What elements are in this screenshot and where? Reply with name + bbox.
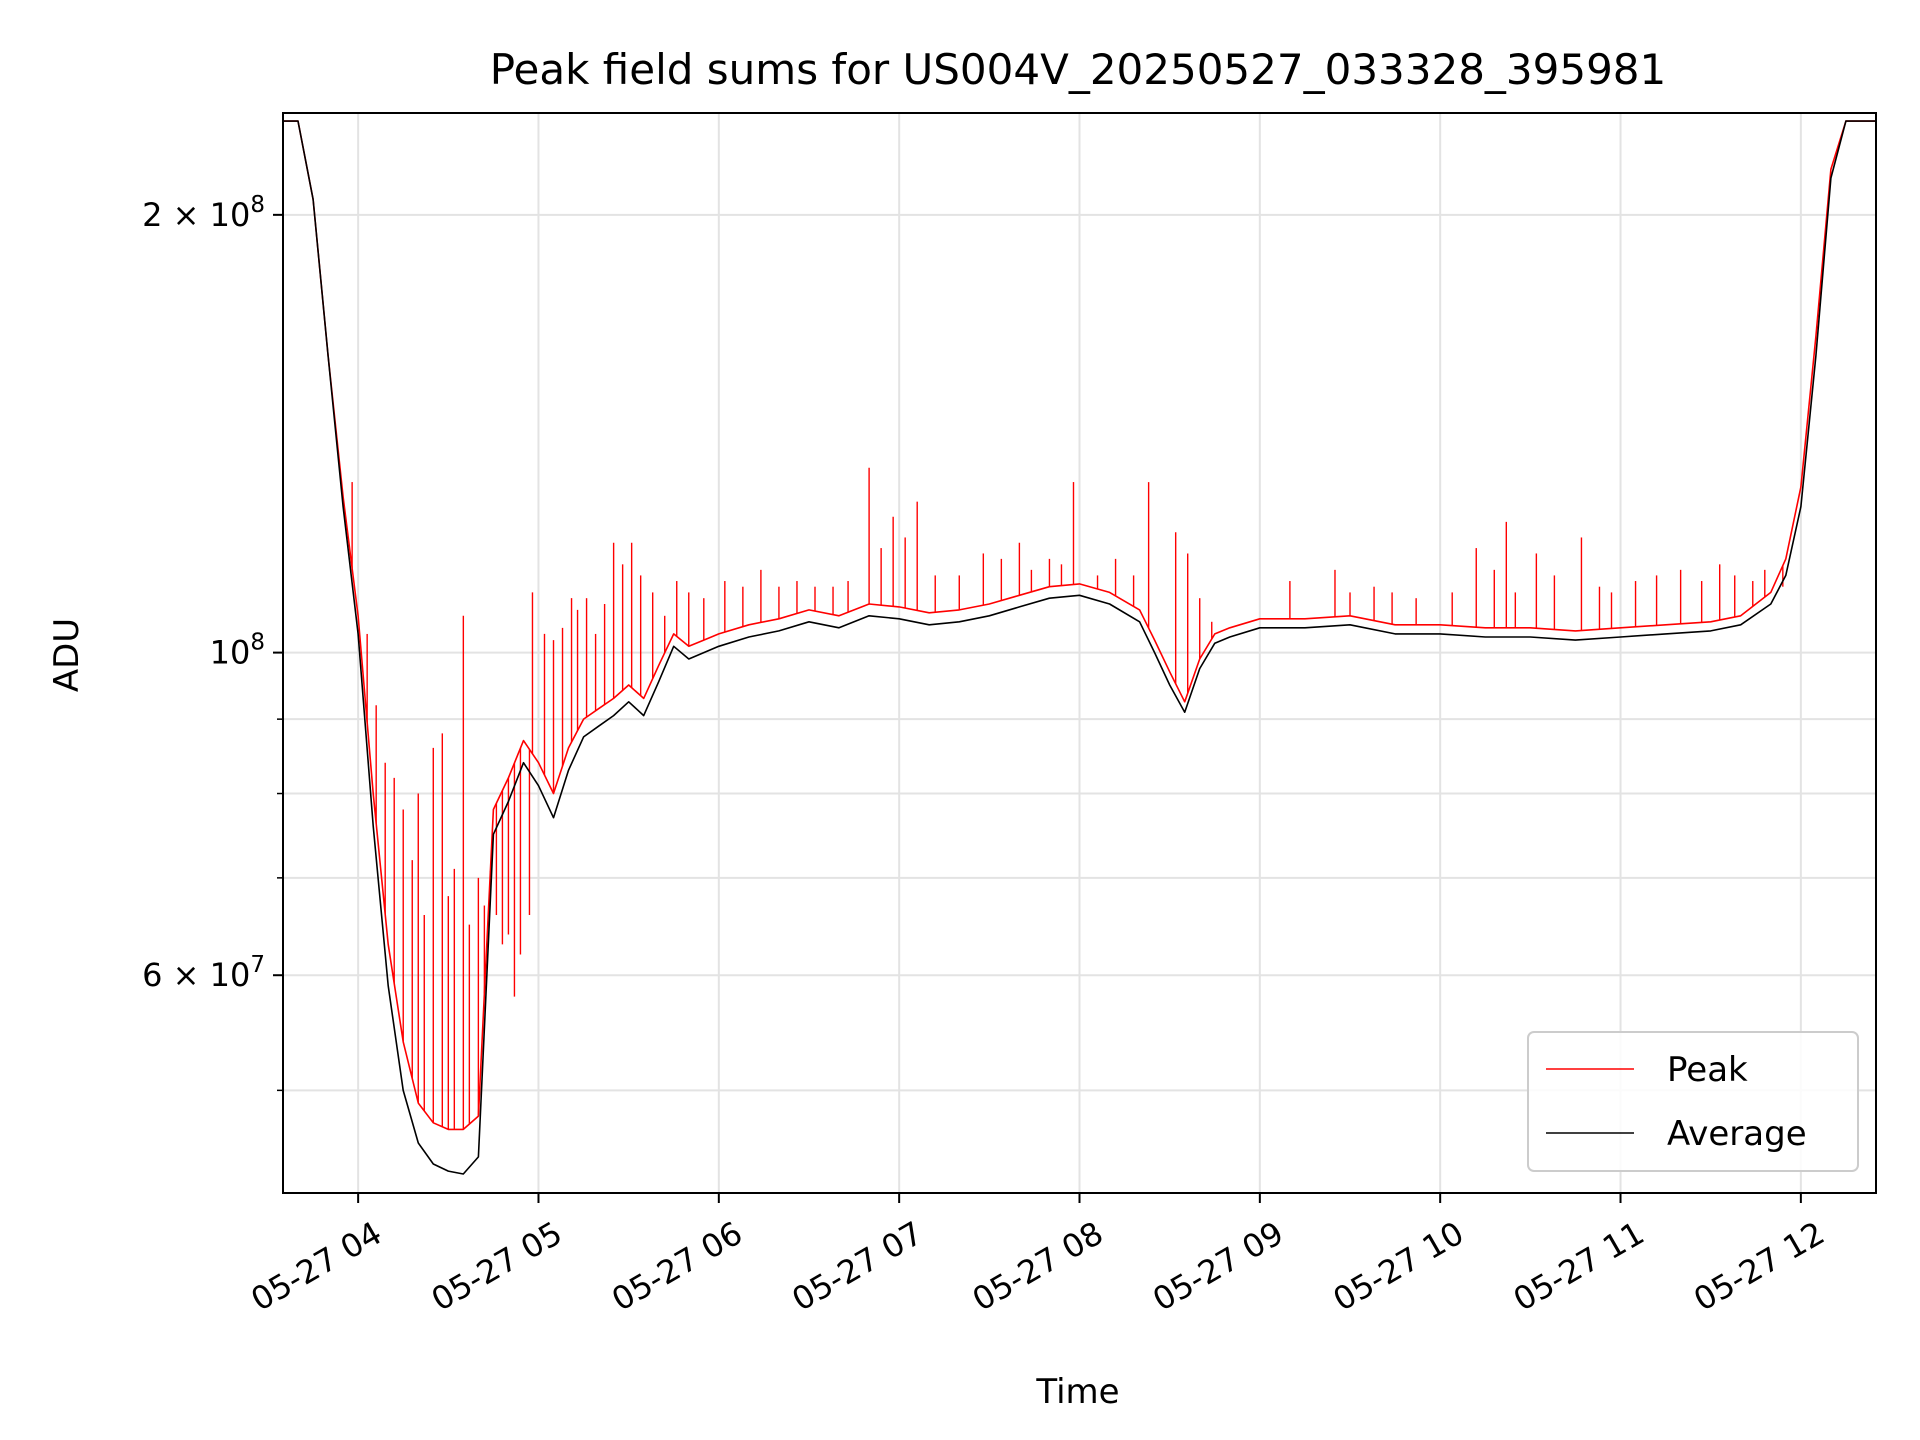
y-axis-label: ADU bbox=[47, 618, 87, 692]
y-tick-exponent: 7 bbox=[250, 952, 265, 978]
y-tick-label: 6 × 107 bbox=[142, 952, 265, 994]
legend-box bbox=[1527, 1031, 1859, 1172]
plot-area bbox=[283, 120, 1876, 1175]
y-axis: 6 × 107 108 2 × 108 bbox=[142, 192, 283, 1092]
legend-label: Average bbox=[1667, 1114, 1807, 1154]
series-layer bbox=[283, 120, 1876, 1175]
legend-label: Peak bbox=[1667, 1050, 1748, 1090]
average-series-line bbox=[283, 120, 1876, 1175]
y-tick-label: 2 × 108 bbox=[142, 192, 265, 234]
y-tick-exponent: 8 bbox=[250, 192, 265, 218]
chart-title: Peak field sums for US004V_20250527_0333… bbox=[490, 45, 1667, 94]
x-axis-label: Time bbox=[1035, 1372, 1119, 1412]
y-tick-label: 108 bbox=[210, 630, 265, 672]
legend: Peak Average bbox=[1527, 1031, 1859, 1172]
y-tick-exponent: 8 bbox=[250, 630, 265, 656]
